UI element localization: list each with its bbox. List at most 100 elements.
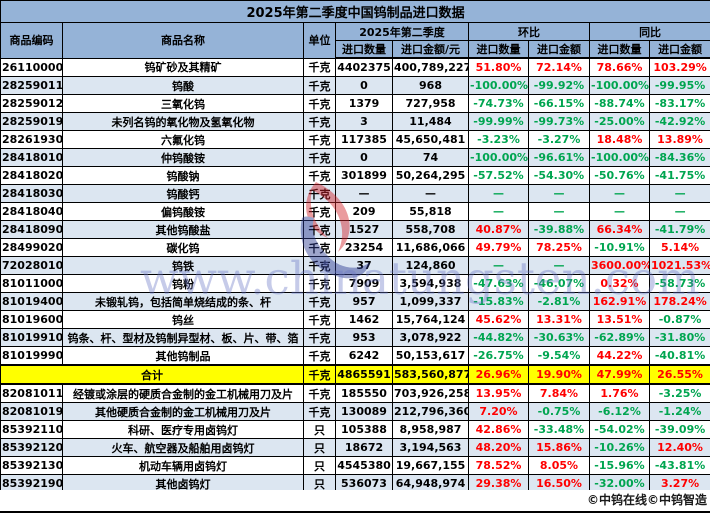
cell-unit: 千克 [303,220,336,239]
cell-tb-amt: -41.75% [648,166,710,185]
cell-product-code: 28259019 [0,112,63,131]
cell-tb-amt: -99.95% [648,76,710,95]
cell-hb-amt: 13.31% [528,310,590,329]
cell-tb-amt: 12.40% [648,438,710,457]
cell-product-name: 机动车辆用卤钨灯 [62,456,304,475]
cell-hb-amt: -9.54% [528,346,590,366]
cell-hb-qty: -74.73% [468,94,529,113]
cell-product-name: 经镀或涂层的硬质合金制的金工机械用刀及片 [62,383,304,403]
group-header-yoy: 同比 [588,22,710,41]
cell-hb-amt: — [528,184,590,203]
cell-hb-amt: -54.30% [528,166,590,185]
cell-import-quantity: 0 [335,76,393,95]
cell-tb-amt: -43.81% [648,456,710,475]
cell-tb-qty: -100.00% [589,76,650,95]
cell-import-amount: 15,764,124 [392,310,469,329]
cell-unit: 千克 [303,292,336,311]
cell-tb-amt: -0.87% [648,310,710,329]
cell-import-amount: — [392,184,469,203]
cell-hb-amt: -66.15% [528,94,590,113]
cell-tb-qty: 1.76% [589,383,650,403]
cell-import-amount: 11,484 [392,112,469,131]
cell-hb-amt: -30.63% [528,328,590,347]
cell-tb-amt: -3.25% [648,383,710,403]
import-data-table: 2025年第二季度中国钨制品进口数据 商品编码 商品名称 单位 2025年第二季… [0,0,710,493]
total-label: 合计 [0,364,304,385]
cell-product-code: 28499020 [0,238,63,257]
cell-hb-qty: -44.82% [468,328,529,347]
cell-tb-amt: 178.24% [648,292,710,311]
cell-unit: 只 [303,456,336,475]
cell-import-quantity: 4865591 [335,364,393,385]
cell-tb-amt: -58.73% [648,274,710,293]
cell-tb-amt: — [648,184,710,203]
cell-import-quantity: 7909 [335,274,393,293]
cell-hb-qty: 29.38% [468,474,529,493]
cell-tb-amt: -83.17% [648,94,710,113]
cell-product-name: 火车、航空器及船舶用卤钨灯 [62,438,304,457]
cell-tb-qty: 47.99% [589,364,650,385]
cell-product-code: 82081019 [0,402,63,421]
cell-tb-amt: -31.80% [648,328,710,347]
cell-unit: 千克 [303,130,336,149]
cell-tb-qty: -62.89% [589,328,650,347]
cell-hb-qty: -3.23% [468,130,529,149]
cell-hb-amt: -2.81% [528,292,590,311]
cell-unit: 千克 [303,256,336,275]
cell-unit: 千克 [303,328,336,347]
cell-tb-qty: -100.00% [589,148,650,167]
cell-hb-qty: 7.20% [468,402,529,421]
group-header-qoq: 环比 [468,22,590,41]
cell-tb-amt: 1021.53% [648,256,710,275]
cell-tb-qty: -54.02% [589,420,650,439]
cell-product-code: 85392190 [0,474,63,493]
col-header-code: 商品编码 [0,22,63,59]
table-row: 28418090 其他钨酸盐 千克 1527 558,708 40.87% -39.88% 6… [0,220,710,239]
col-header-quarter-amount: 进口金额/元 [392,40,469,59]
cell-product-name: 钨丝 [62,310,304,329]
cell-product-code: 28261930 [0,130,63,149]
cell-tb-qty: 13.51% [589,310,650,329]
col-header-name: 商品名称 [62,22,304,59]
cell-import-quantity: 1527 [335,220,393,239]
cell-hb-qty: 45.62% [468,310,529,329]
col-header-yoy-amount: 进口金额 [648,40,710,59]
cell-unit: 只 [303,420,336,439]
table-row: 81019910 钨条、杆、型材及钨制异型材、板、片、带、箔 千克 953 3,078,… [0,328,710,347]
cell-hb-amt: 7.84% [528,383,590,403]
cell-product-name: 钨矿砂及其精矿 [62,57,304,77]
cell-import-amount: 400,789,227 [392,57,469,77]
table-row: 72028010 钨铁 千克 37 124,860— —3600.00% 1021.53% [0,256,710,275]
cell-import-quantity: 4402375 [335,57,393,77]
table-row: 28418030 钨酸钙 千克 — — — — — — [0,184,710,203]
cell-product-name: 钨粉 [62,274,304,293]
cell-import-quantity: 536073 [335,474,393,493]
cell-product-name: 其他钨制品 [62,346,304,366]
cell-import-quantity: 37 [335,256,393,275]
table-row: 28261930 六氟化钨 千克 117385 45,650,481 -3.23% -3.2… [0,130,710,149]
table-row: 81019600 钨丝 千克 1462 15,764,124 45.62% 13.31% 13… [0,310,710,329]
cell-unit: 千克 [303,274,336,293]
cell-tb-amt: 3.27% [648,474,710,493]
cell-product-name: 钨条、杆、型材及钨制异型材、板、片、带、箔 [62,328,304,347]
cell-product-code: 28418030 [0,184,63,203]
cell-tb-amt: -84.36% [648,148,710,167]
table-row: 85392120 火车、航空器及船舶用卤钨灯只 18672 3,194,563 48.2… [0,438,710,457]
cell-import-quantity: 301899 [335,166,393,185]
cell-product-name: 钨酸 [62,76,304,95]
cell-import-amount: 124,860 [392,256,469,275]
cell-import-amount: 50,264,295 [392,166,469,185]
cell-unit: 只 [303,474,336,493]
cell-product-code: 81019990 [0,346,63,366]
cell-import-quantity: 3 [335,112,393,131]
cell-tb-qty: 66.34% [589,220,650,239]
cell-import-amount: 703,926,258 [392,383,469,403]
cell-product-code: 82081011 [0,383,63,403]
cell-product-code: 28259011 [0,76,63,95]
cell-unit: 千克 [303,310,336,329]
cell-unit: 千克 [303,112,336,131]
cell-hb-qty: — [468,256,529,275]
cell-unit: 千克 [303,148,336,167]
cell-unit: 千克 [303,166,336,185]
cell-hb-qty: 49.79% [468,238,529,257]
